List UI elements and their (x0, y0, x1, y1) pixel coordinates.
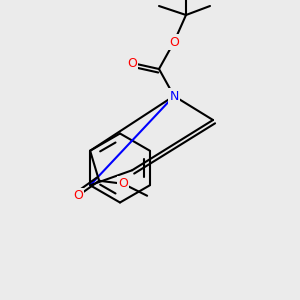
Text: O: O (73, 189, 83, 202)
Text: O: O (127, 56, 137, 70)
Text: N: N (169, 89, 179, 103)
Text: O: O (118, 177, 128, 190)
Text: O: O (169, 35, 179, 49)
